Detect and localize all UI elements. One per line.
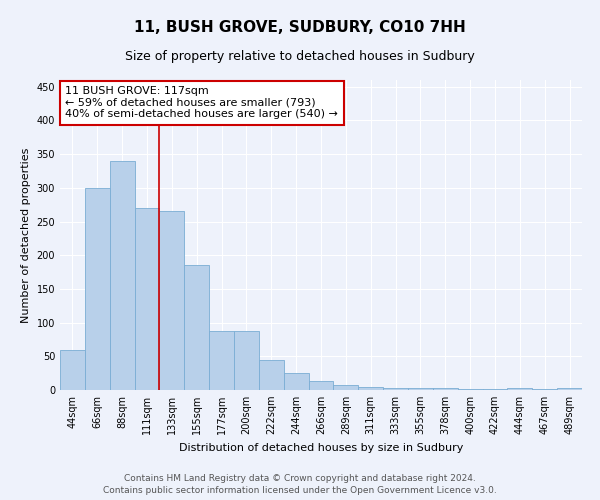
- Text: Size of property relative to detached houses in Sudbury: Size of property relative to detached ho…: [125, 50, 475, 63]
- X-axis label: Distribution of detached houses by size in Sudbury: Distribution of detached houses by size …: [179, 442, 463, 452]
- Bar: [284, 373, 308, 390]
- Text: 11 BUSH GROVE: 117sqm
← 59% of detached houses are smaller (793)
40% of semi-det: 11 BUSH GROVE: 117sqm ← 59% of detached …: [65, 86, 338, 120]
- Bar: [134, 208, 160, 390]
- Bar: [259, 360, 284, 390]
- Text: Contains HM Land Registry data © Crown copyright and database right 2024.
Contai: Contains HM Land Registry data © Crown c…: [103, 474, 497, 495]
- Bar: [383, 388, 408, 390]
- Bar: [308, 380, 334, 390]
- Bar: [160, 212, 184, 390]
- Bar: [234, 330, 259, 390]
- Bar: [85, 188, 110, 390]
- Bar: [334, 384, 358, 390]
- Bar: [110, 161, 134, 390]
- Text: 11, BUSH GROVE, SUDBURY, CO10 7HH: 11, BUSH GROVE, SUDBURY, CO10 7HH: [134, 20, 466, 35]
- Bar: [408, 388, 433, 390]
- Bar: [60, 350, 85, 390]
- Bar: [557, 388, 582, 390]
- Bar: [508, 388, 532, 390]
- Bar: [209, 330, 234, 390]
- Bar: [358, 388, 383, 390]
- Y-axis label: Number of detached properties: Number of detached properties: [21, 148, 31, 322]
- Bar: [433, 388, 458, 390]
- Bar: [184, 266, 209, 390]
